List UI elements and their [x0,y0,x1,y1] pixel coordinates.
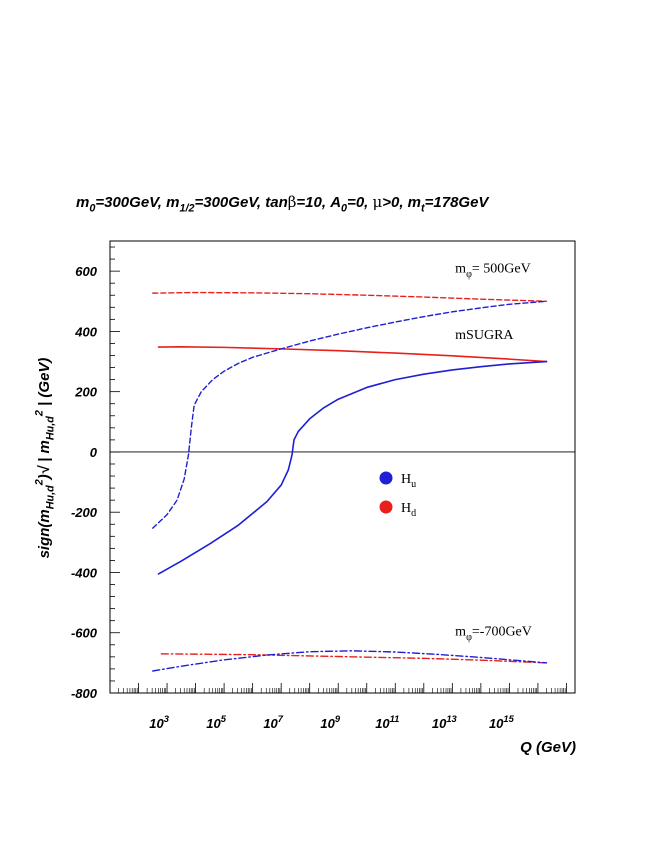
text-part: )√ | m [36,440,53,481]
text-part: 3 [164,714,170,724]
text-part: 10 [375,716,390,731]
legend-label: Hd [401,501,416,519]
text-part: Hu,d [45,416,57,440]
text-part: H [401,501,411,516]
text-part: 10 [432,716,447,731]
text-part: 5 [221,714,227,724]
legend-label: Hu [401,472,416,490]
text-part: sign(m [36,509,53,558]
series-line-hu-500gev [152,300,548,529]
text-part: >0, m [382,194,421,211]
text-part: 11 [390,714,400,724]
text-part: =0, [347,194,372,211]
y-tick-label: -800 [71,686,98,701]
text-part: =178GeV [425,194,491,211]
annotation-label: mSUGRA [455,328,514,343]
y-tick-label: -400 [71,565,98,580]
text-part: β [288,193,297,211]
plot-area [109,240,576,694]
y-tick-label: 600 [75,264,97,279]
text-part: m [455,625,466,640]
y-axis: -800 -600 -400 -200 0 200 400 600 [71,246,120,701]
text-part: 10 [149,716,164,731]
text-part: 2 [33,410,45,417]
series-line-hu-msugra [157,360,548,575]
text-part: =-700GeV [472,625,532,640]
x-tick-label: 107 [263,714,283,731]
x-tick-label: 105 [206,714,226,731]
series-layer [152,291,548,672]
y-tick-label: 0 [90,445,98,460]
text-part: 1/2 [179,203,194,215]
text-part: 13 [446,714,457,724]
x-tick-label: 103 [149,714,169,731]
text-part: t [421,203,425,215]
series-line-hd-700gev [160,653,548,664]
text-part: 7 [278,714,284,724]
text-part: 10 [320,716,335,731]
series-line-hd-msugra [157,345,548,363]
y-tick-label: -200 [71,505,98,520]
x-axis-label: Q (GeV) [520,739,576,756]
text-part: 0 [89,203,95,215]
text-part: m [455,262,466,277]
text-part: φ [466,632,472,643]
x-tick-label: 1015 [489,714,515,731]
legend-marker [379,471,393,485]
text-part: 0 [341,203,347,215]
x-axis: 103 105 107 109 1011 1013 1015 [109,683,567,731]
annotation-label: mφ=-700GeV [455,625,532,643]
text-part: 10 [206,716,221,731]
text-part: mSUGRA [455,328,514,343]
x-tick-label: 1013 [432,714,458,731]
text-part: =300GeV, tan [194,194,287,211]
text-part: 2 [33,479,45,486]
chart-title: m0=300GeV, m1/2=300GeV, tanβ=10, A0=0, μ… [76,193,490,215]
text-part: 15 [503,714,514,724]
text-part: 10 [489,716,504,731]
y-tick-label: 200 [74,385,97,400]
text-part: 10 [263,716,278,731]
x-tick-label: 109 [320,714,340,731]
text-part: =300GeV, m [95,194,179,211]
text-part: | (GeV) [36,358,53,411]
text-part: =10, A [296,194,341,211]
text-part: m [76,194,89,211]
text-part: H [401,472,411,487]
series-line-hd-500gev [152,291,548,302]
text-part: d [411,508,416,519]
text-part: μ [373,193,383,211]
text-part: u [411,479,416,490]
text-part: 9 [335,714,341,724]
series-line-hu-700gev [152,650,548,672]
text-part: Hu,d [45,485,57,509]
y-axis-label: sign(mHu,d2)√ | mHu,d2 | (GeV) [33,358,56,559]
x-tick-label: 1011 [375,714,399,731]
y-tick-label: -600 [71,626,98,641]
plot-frame [109,240,576,694]
legend-marker [379,500,393,514]
annotation-label: mφ= 500GeV [455,262,531,280]
text-part: = 500GeV [472,262,531,277]
y-tick-label: 400 [74,324,97,339]
text-part: φ [466,269,472,280]
